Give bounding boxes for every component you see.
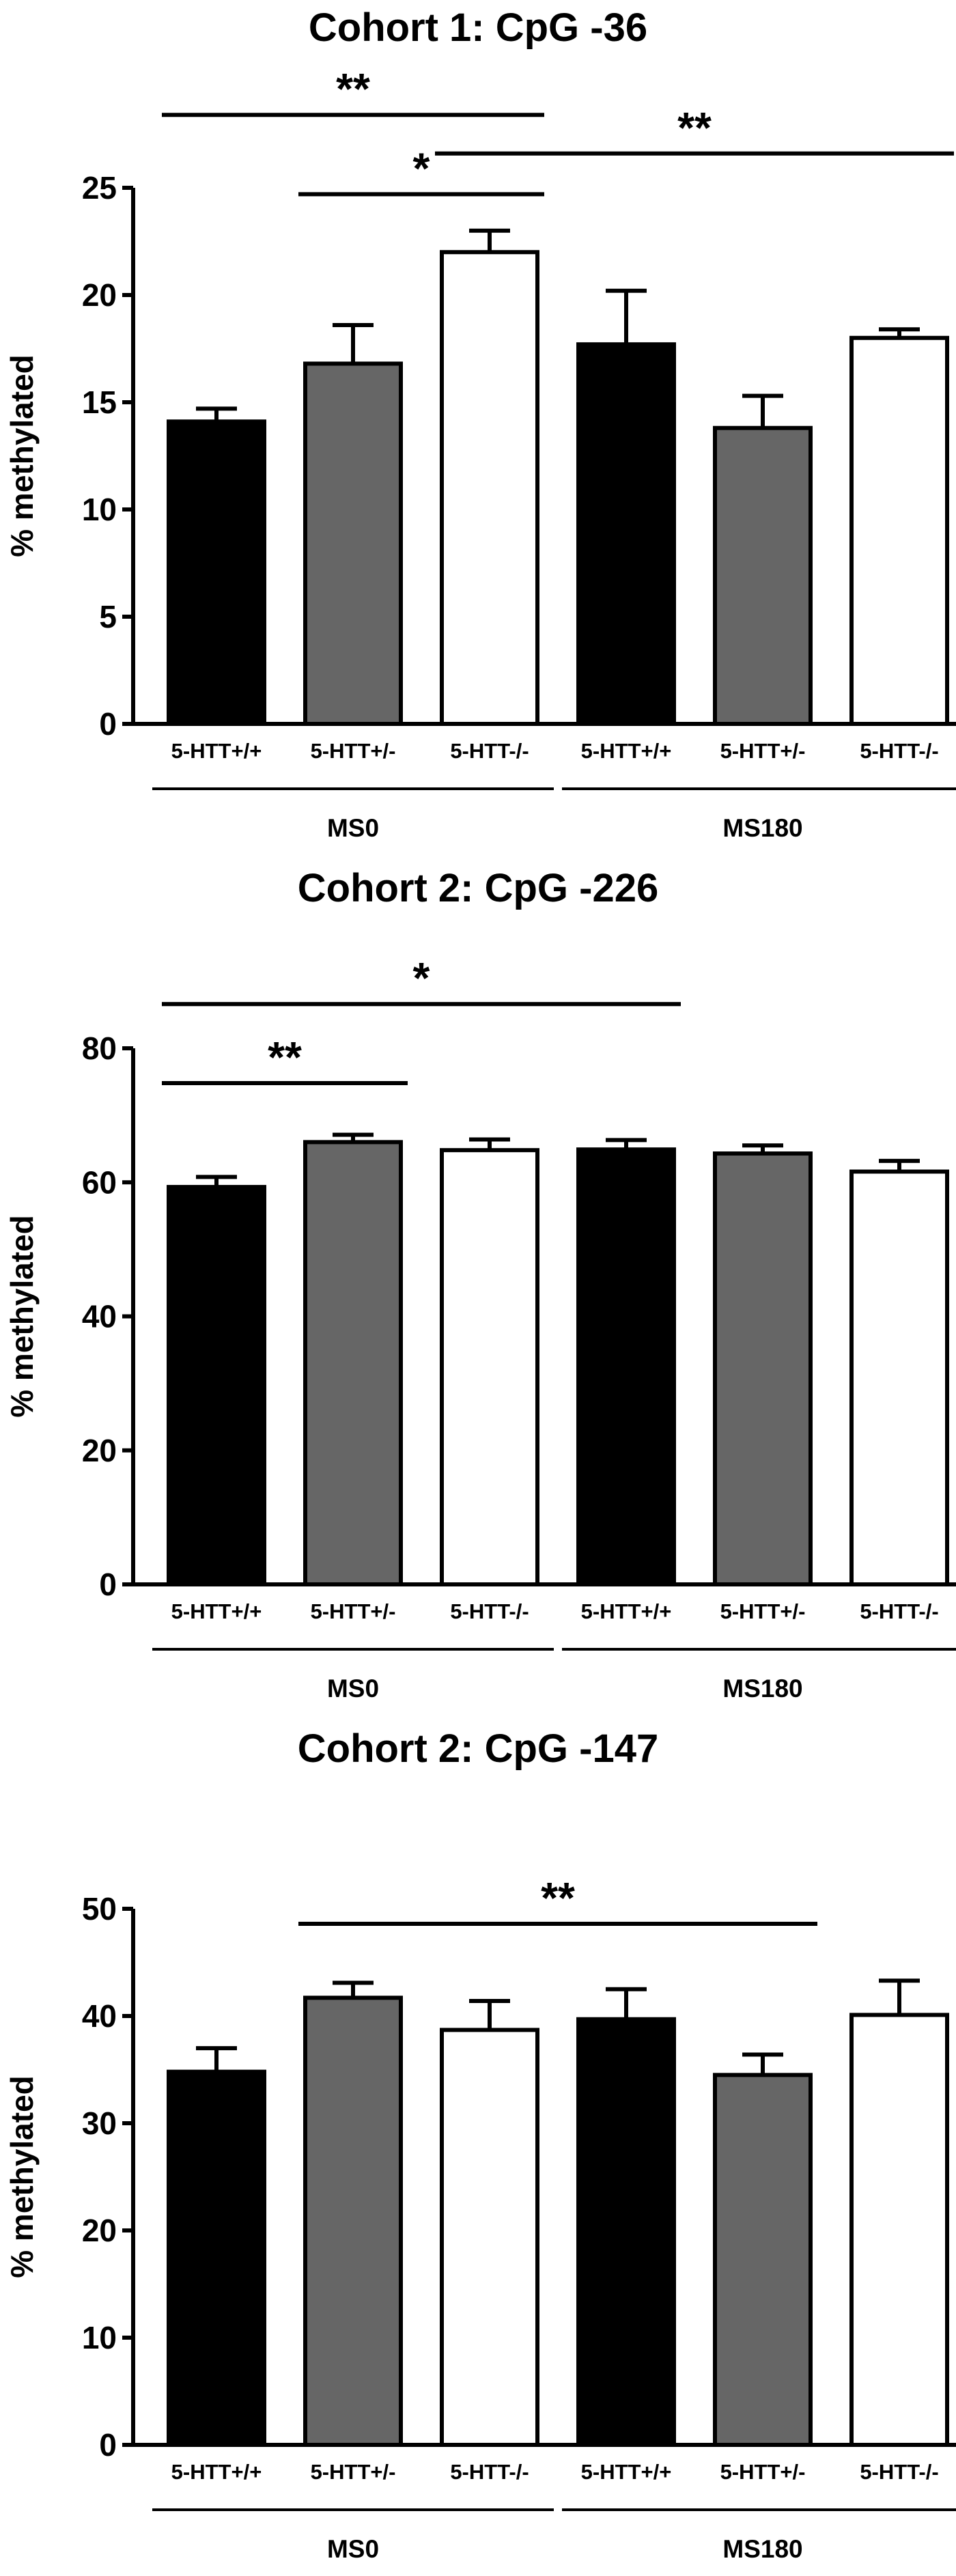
significance-marker: **	[541, 1873, 575, 1922]
x-tick-label: 5-HTT+/-	[311, 1599, 396, 1623]
y-tick-label: 0	[99, 706, 117, 742]
x-tick-label: 5-HTT+/-	[720, 2460, 806, 2484]
x-tick-label: 5-HTT+/+	[171, 1599, 262, 1623]
y-tick-label: 30	[82, 2105, 117, 2141]
bar	[440, 250, 539, 726]
group-label: MS180	[722, 814, 802, 842]
x-tick-label: 5-HTT+/-	[311, 2460, 396, 2484]
x-tick-label: 5-HTT-/-	[860, 2460, 938, 2484]
bar	[713, 2073, 813, 2447]
bar	[576, 1147, 676, 1586]
x-tick-label: 5-HTT-/-	[450, 1599, 529, 1623]
y-axis-label: % methylated	[4, 354, 40, 557]
x-tick-label: 5-HTT-/-	[450, 739, 529, 763]
group-label: MS180	[722, 1675, 802, 1703]
significance-marker: *	[413, 953, 430, 1003]
bar	[440, 1148, 539, 1586]
y-tick-label: 5	[99, 599, 117, 634]
chart-cpg-36: Cohort 1: CpG -36 % methylated 0 5 10 15 20 25 5…	[4, 5, 956, 842]
bar	[167, 1185, 266, 1586]
y-tick-label: 10	[82, 2320, 117, 2355]
significance-marker: **	[336, 64, 370, 113]
y-tick-label: 50	[82, 1891, 117, 1927]
bar	[713, 1151, 813, 1586]
group-label: MS0	[327, 1675, 379, 1703]
bar	[849, 2013, 949, 2447]
chart-title: Cohort 1: CpG -36	[309, 5, 647, 50]
bar	[576, 2017, 676, 2447]
x-tick-label: 5-HTT+/+	[581, 2460, 672, 2484]
y-tick-label: 0	[99, 2427, 117, 2463]
x-tick-label: 5-HTT-/-	[450, 2460, 529, 2484]
significance-marker: **	[268, 1033, 302, 1082]
chart-title: Cohort 2: CpG -226	[298, 866, 659, 910]
y-tick-label: 20	[82, 277, 117, 313]
y-tick-label: 20	[82, 1433, 117, 1468]
x-tick-label: 5-HTT+/-	[311, 739, 396, 763]
bar	[303, 361, 403, 726]
x-tick-label: 5-HTT+/+	[171, 2460, 262, 2484]
y-tick-label: 25	[82, 170, 117, 206]
x-tick-label: 5-HTT+/+	[581, 739, 672, 763]
significance-marker: *	[413, 143, 430, 193]
bar	[440, 2028, 539, 2448]
x-tick-label: 5-HTT+/+	[171, 739, 262, 763]
x-tick-label: 5-HTT-/-	[860, 1599, 938, 1623]
bar	[713, 425, 813, 726]
y-tick-label: 10	[82, 492, 117, 527]
chart-cpg-147: Cohort 2: CpG -147 % methylated 0 10 20 30 40 5…	[4, 1726, 956, 2563]
y-axis-label: % methylated	[4, 1215, 40, 1418]
chart-cpg-226: Cohort 2: CpG -226 % methylated 0 20 40 60 80 5…	[4, 866, 956, 1703]
y-tick-label: 40	[82, 1299, 117, 1334]
bar	[167, 2069, 266, 2447]
x-tick-label: 5-HTT+/+	[581, 1599, 672, 1623]
y-tick-label: 60	[82, 1164, 117, 1200]
y-tick-label: 20	[82, 2213, 117, 2248]
significance-marker: **	[677, 103, 712, 152]
group-label: MS0	[327, 814, 379, 842]
y-tick-label: 40	[82, 1998, 117, 2034]
x-tick-label: 5-HTT-/-	[860, 739, 938, 763]
x-tick-label: 5-HTT+/-	[720, 1599, 806, 1623]
x-tick-label: 5-HTT+/-	[720, 739, 806, 763]
bar	[303, 1140, 403, 1586]
bar	[849, 335, 949, 726]
chart-title: Cohort 2: CpG -147	[298, 1726, 659, 1771]
bar	[303, 1996, 403, 2447]
bar	[167, 419, 266, 726]
y-tick-label: 15	[82, 384, 117, 420]
y-axis-label: % methylated	[4, 2075, 40, 2278]
y-tick-label: 0	[99, 1567, 117, 1602]
bar	[576, 342, 676, 727]
group-label: MS180	[722, 2535, 802, 2563]
group-label: MS0	[327, 2535, 379, 2563]
bar	[849, 1169, 949, 1586]
y-tick-label: 80	[82, 1031, 117, 1066]
